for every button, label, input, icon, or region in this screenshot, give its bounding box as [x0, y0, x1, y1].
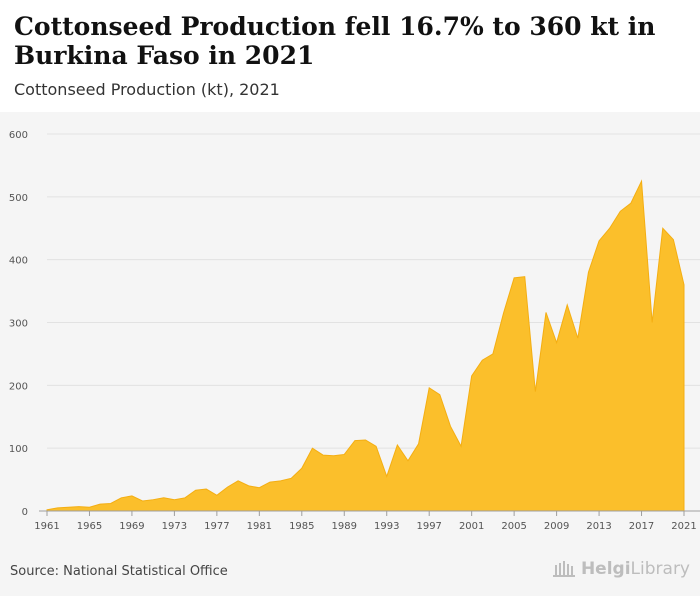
x-tick-label: 1961 — [34, 521, 59, 532]
data-point — [534, 390, 536, 392]
data-point — [439, 394, 441, 396]
data-point — [396, 444, 398, 446]
data-point — [311, 447, 313, 449]
data-point — [88, 506, 90, 508]
chart-subtitle: Cottonseed Production (kt), 2021 — [14, 80, 280, 99]
data-point — [449, 425, 451, 427]
y-tick-label: 600 — [9, 130, 28, 141]
data-point — [99, 503, 101, 505]
data-point — [460, 445, 462, 447]
x-tick-label: 1965 — [77, 521, 102, 532]
data-point — [364, 439, 366, 441]
library-building-icon — [552, 561, 575, 577]
data-point — [640, 180, 642, 182]
data-point — [587, 271, 589, 273]
x-tick-label: 2005 — [501, 521, 526, 532]
data-point — [470, 375, 472, 377]
data-point — [301, 467, 303, 469]
data-point — [248, 485, 250, 487]
area-chart: 0 100 200 300 400 500 600 1961 1965 1969 1973 1977… — [9, 130, 700, 532]
chart-title: Cottonseed Production fell 16.7% to 360 … — [14, 12, 656, 70]
data-point — [269, 481, 271, 483]
source-note: Source: National Statistical Office — [10, 564, 228, 579]
data-point — [630, 202, 632, 204]
data-point — [332, 455, 334, 457]
data-point — [683, 284, 685, 286]
data-point — [417, 443, 419, 445]
x-tick-label: 2021 — [671, 521, 696, 532]
data-point — [67, 506, 69, 508]
data-point — [386, 475, 388, 477]
data-point — [375, 445, 377, 447]
data-point — [598, 240, 600, 242]
logo-text-helgi: Helgi — [580, 559, 631, 579]
data-point — [141, 500, 143, 502]
data-point — [163, 497, 165, 499]
y-tick-label: 500 — [9, 193, 28, 204]
data-point — [343, 453, 345, 455]
data-point — [205, 488, 207, 490]
data-point — [502, 312, 504, 314]
data-point — [407, 460, 409, 462]
data-point — [481, 359, 483, 361]
chart-footer: Source: National Statistical Office Helg… — [0, 544, 700, 596]
x-tick-label: 1993 — [374, 521, 399, 532]
data-point — [545, 311, 547, 313]
data-point — [226, 486, 228, 488]
data-point — [290, 477, 292, 479]
x-tick-label: 1969 — [119, 521, 144, 532]
logo-text-library: Library — [630, 559, 690, 579]
x-tick-label: 2001 — [459, 521, 484, 532]
x-tick-label: 1981 — [247, 521, 272, 532]
y-tick-label: 0 — [22, 507, 28, 518]
data-point — [662, 227, 664, 229]
data-point — [608, 227, 610, 229]
data-point — [173, 498, 175, 500]
data-point — [513, 277, 515, 279]
x-tick-label: 2017 — [629, 521, 654, 532]
data-point — [428, 387, 430, 389]
data-point — [524, 275, 526, 277]
chart-header: Cottonseed Production fell 16.7% to 360 … — [0, 0, 700, 112]
data-point — [194, 489, 196, 491]
x-tick-label: 1973 — [162, 521, 187, 532]
data-point — [566, 304, 568, 306]
y-tick-label: 100 — [9, 444, 28, 455]
data-point — [577, 337, 579, 339]
y-tick-label: 200 — [9, 381, 28, 392]
data-point — [110, 502, 112, 504]
data-point — [216, 494, 218, 496]
x-tick-label: 2009 — [544, 521, 569, 532]
data-point — [279, 480, 281, 482]
data-point — [651, 321, 653, 323]
y-axis: 0 100 200 300 400 500 600 — [9, 130, 28, 518]
data-point — [184, 497, 186, 499]
x-tick-label: 1997 — [416, 521, 441, 532]
x-tick-label: 1985 — [289, 521, 314, 532]
data-point — [56, 507, 58, 509]
data-point — [152, 498, 154, 500]
data-point — [492, 353, 494, 355]
data-point — [120, 497, 122, 499]
x-tick-label: 2013 — [586, 521, 611, 532]
y-tick-label: 400 — [9, 256, 28, 267]
data-point — [322, 454, 324, 456]
data-point — [131, 495, 133, 497]
data-point — [619, 210, 621, 212]
data-point — [672, 238, 674, 240]
data-point — [258, 487, 260, 489]
data-point — [78, 505, 80, 507]
x-tick-label: 1989 — [332, 521, 357, 532]
x-tick-label: 1977 — [204, 521, 229, 532]
y-tick-label: 300 — [9, 319, 28, 330]
data-point — [354, 439, 356, 441]
area-layer — [46, 179, 685, 512]
data-point — [555, 341, 557, 343]
x-axis: 1961 1965 1969 1973 1977 1981 1985 1989 1993 1997… — [34, 510, 700, 532]
data-point — [237, 480, 239, 482]
helgi-library-logo: HelgiLibrary — [552, 559, 690, 579]
series-area — [46, 179, 685, 512]
